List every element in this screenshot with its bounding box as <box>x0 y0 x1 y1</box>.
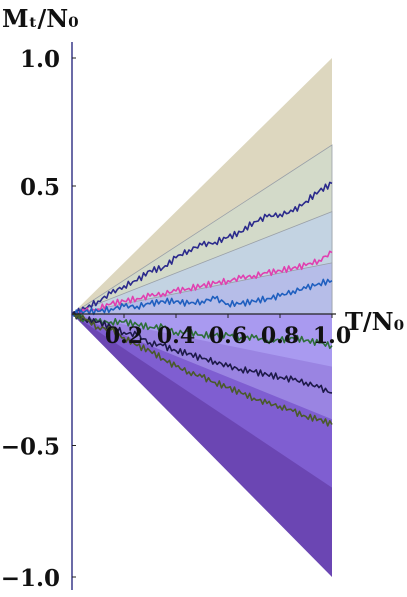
confidence-bands <box>70 58 333 577</box>
series-lines <box>71 181 333 427</box>
y-axis-title: Mₜ/N₀ <box>2 4 79 33</box>
series-line-3 <box>71 313 333 350</box>
series-line-0 <box>71 181 333 316</box>
axes <box>71 42 336 590</box>
y-tick-label: −0.5 <box>1 434 60 461</box>
y-tick-labels: 1.0 0.5 −0.5 −1.0 <box>1 46 76 592</box>
x-tick-label: 1.0 <box>313 323 351 349</box>
series-line-2 <box>71 278 333 318</box>
series-line-5 <box>71 312 333 427</box>
y-tick-label: −1.0 <box>1 565 60 592</box>
x-tick-label: 0.4 <box>157 323 195 349</box>
x-axis-title: T/N₀ <box>345 307 404 336</box>
series-line-1 <box>71 250 333 317</box>
series-line-4 <box>71 310 333 394</box>
y-tick-label: 0.5 <box>20 174 60 201</box>
x-tick-label: 0.8 <box>261 323 299 349</box>
band-negative-3 <box>72 314 332 367</box>
x-tick-labels: 0.2 0.4 0.6 0.8 1.0 <box>105 314 351 349</box>
y-tick-label: 1.0 <box>20 46 60 73</box>
x-tick-label: 0.6 <box>209 323 247 349</box>
x-tick-label: 0.2 <box>105 323 143 349</box>
